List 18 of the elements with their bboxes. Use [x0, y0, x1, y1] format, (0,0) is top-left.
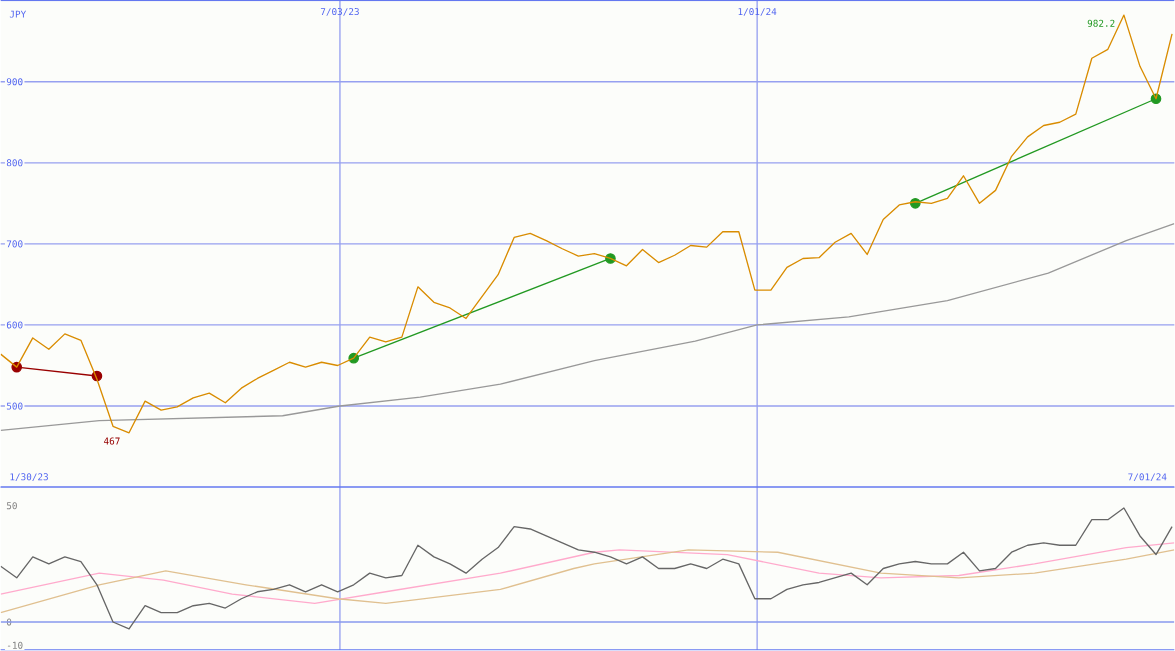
- y-tick-label: 600: [6, 321, 23, 329]
- y-tick-label: -10: [7, 641, 23, 649]
- line-series: [0, 549, 1175, 614]
- y-tick-label: 700: [6, 240, 23, 248]
- y-axis-title: JPY: [9, 10, 27, 18]
- annotation: 467: [103, 437, 120, 445]
- x-tick-label: 1/01/24: [738, 8, 777, 17]
- annotation: 1/30/23: [10, 473, 48, 482]
- line-series: [0, 542, 1175, 605]
- y-tick-label: 50: [6, 502, 17, 510]
- y-tick-label: 0: [6, 618, 12, 626]
- annotation: 7/01/24: [1128, 473, 1167, 482]
- y-tick-label: 500: [6, 402, 23, 410]
- annotation: 982.2: [1087, 20, 1115, 28]
- y-tick-label: 800: [6, 159, 23, 167]
- y-tick-label: 900: [6, 78, 23, 86]
- line-series: [0, 223, 1175, 432]
- x-tick-label: 7/03/23: [320, 8, 359, 17]
